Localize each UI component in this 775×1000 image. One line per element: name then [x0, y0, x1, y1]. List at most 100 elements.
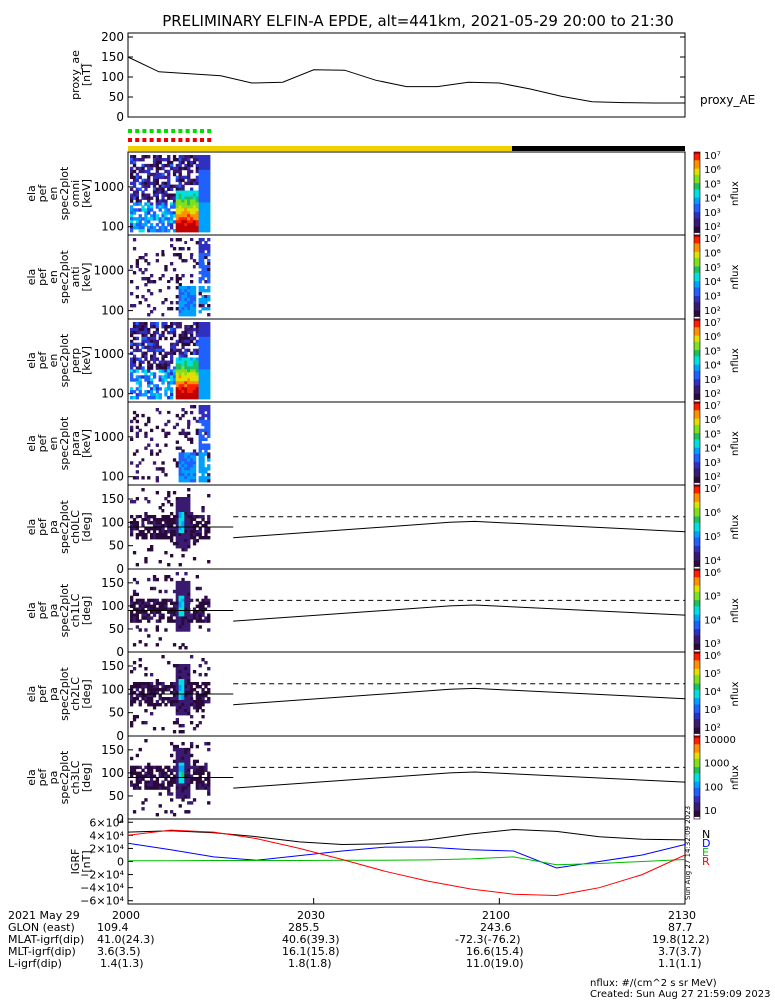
heatmap-cell	[204, 521, 208, 525]
heatmap-cell	[181, 467, 185, 471]
heatmap-cell	[204, 616, 208, 620]
heatmap-cell	[144, 422, 148, 427]
heatmap-cell	[184, 786, 188, 790]
heatmap-cell	[178, 610, 182, 614]
colorbar-step	[694, 787, 700, 791]
colorbar-step	[694, 552, 700, 555]
colorbar-tick-label: 10²	[704, 723, 721, 734]
heatmap-cell	[207, 780, 211, 784]
heatmap-cell	[198, 304, 202, 308]
heatmap-cell	[132, 158, 137, 162]
heatmap-cell	[175, 363, 179, 367]
heatmap-cell	[170, 348, 174, 353]
heatmap-cell	[164, 521, 168, 525]
heatmap-cell	[175, 196, 179, 200]
heatmap-cell	[172, 694, 177, 698]
heatmap-cell	[138, 223, 142, 227]
colorbar-step	[694, 752, 700, 756]
heatmap-cell	[155, 479, 159, 483]
heatmap-cell	[201, 434, 205, 438]
colorbar-step	[694, 199, 700, 203]
heatmap-cell	[167, 765, 171, 770]
heatmap-cell	[198, 694, 202, 698]
heatmap-cell	[207, 325, 211, 329]
heatmap-cell	[181, 768, 185, 772]
colorbar-step	[694, 212, 700, 215]
heatmap-cell	[192, 229, 197, 233]
heatmap-cell	[184, 601, 188, 605]
heatmap-cell	[132, 196, 137, 200]
heatmap-cell	[181, 229, 185, 233]
heatmap-cell	[207, 265, 211, 269]
heatmap-cell	[152, 685, 157, 689]
heatmap-cell	[138, 604, 142, 608]
colorbar-step	[694, 439, 700, 443]
heatmap-cell	[161, 473, 165, 477]
heatmap-cell	[175, 679, 179, 683]
heatmap-cell	[170, 301, 174, 305]
heatmap-cell	[201, 780, 205, 784]
heatmap-cell	[164, 181, 168, 186]
heatmap-cell	[164, 169, 168, 174]
heatmap-cell	[161, 363, 165, 367]
heatmap-cell	[144, 431, 148, 436]
heatmap-cell	[175, 274, 179, 278]
ylabel-line: ch2LC	[69, 677, 82, 711]
heatmap-cell	[195, 357, 199, 361]
heatmap-cell	[204, 783, 208, 787]
heatmap-cell	[190, 178, 194, 183]
heatmap-cell	[198, 786, 202, 790]
time-tick-2000: 2000	[112, 909, 140, 922]
time-tick-2130: 2130	[668, 909, 696, 922]
heatmap-cell	[164, 777, 168, 781]
heatmap-cell	[201, 178, 205, 183]
heatmap-cell	[187, 700, 191, 704]
heatmap-cell	[170, 307, 174, 311]
heatmap-cell	[155, 384, 159, 388]
heatmap-cell	[201, 366, 205, 370]
heatmap-cell	[198, 697, 202, 701]
heatmap-cell	[190, 390, 194, 394]
heatmap-cell	[167, 419, 171, 424]
heatmap-cell	[175, 580, 179, 585]
heatmap-cell	[192, 360, 197, 364]
heatmap-cell	[141, 461, 145, 465]
heatmap-cell	[138, 187, 142, 191]
heatmap-cell	[187, 330, 191, 335]
heatmap-cell	[195, 229, 199, 233]
heatmap-cell	[184, 431, 188, 436]
heatmap-cell	[130, 345, 134, 350]
heatmap-cell	[178, 759, 182, 764]
flag-green-dot	[200, 129, 204, 133]
heatmap-cell	[198, 774, 202, 778]
heatmap-cell	[130, 670, 134, 674]
heatmap-cell	[184, 479, 188, 483]
heatmap-cell	[195, 431, 199, 436]
heatmap-cell	[192, 542, 197, 546]
heatmap-cell	[138, 214, 142, 218]
heatmap-cell	[192, 452, 197, 456]
heatmap-cell	[135, 476, 139, 480]
heatmap-cell	[187, 289, 191, 293]
heatmap-cell	[190, 512, 194, 516]
heatmap-cell	[201, 658, 205, 662]
heatmap-cell	[150, 768, 154, 772]
heatmap-cell	[172, 643, 177, 647]
heatmap-cell	[138, 691, 142, 695]
heatmap-cell	[135, 259, 139, 263]
heatmap-cell	[195, 369, 199, 373]
heatmap-cell	[187, 622, 191, 626]
heatmap-cell	[195, 199, 199, 203]
colorbar-tick-label: 10²	[704, 306, 721, 317]
heatmap-cell	[195, 780, 199, 784]
heatmap-cell	[135, 330, 139, 335]
colorbar-step	[694, 758, 700, 762]
colorbar-step	[694, 516, 700, 520]
heatmap-cell	[190, 765, 194, 770]
heatmap-cell	[187, 500, 191, 504]
heatmap-cell	[141, 694, 145, 698]
heatmap-cell	[198, 378, 202, 382]
heatmap-cell	[207, 601, 211, 605]
